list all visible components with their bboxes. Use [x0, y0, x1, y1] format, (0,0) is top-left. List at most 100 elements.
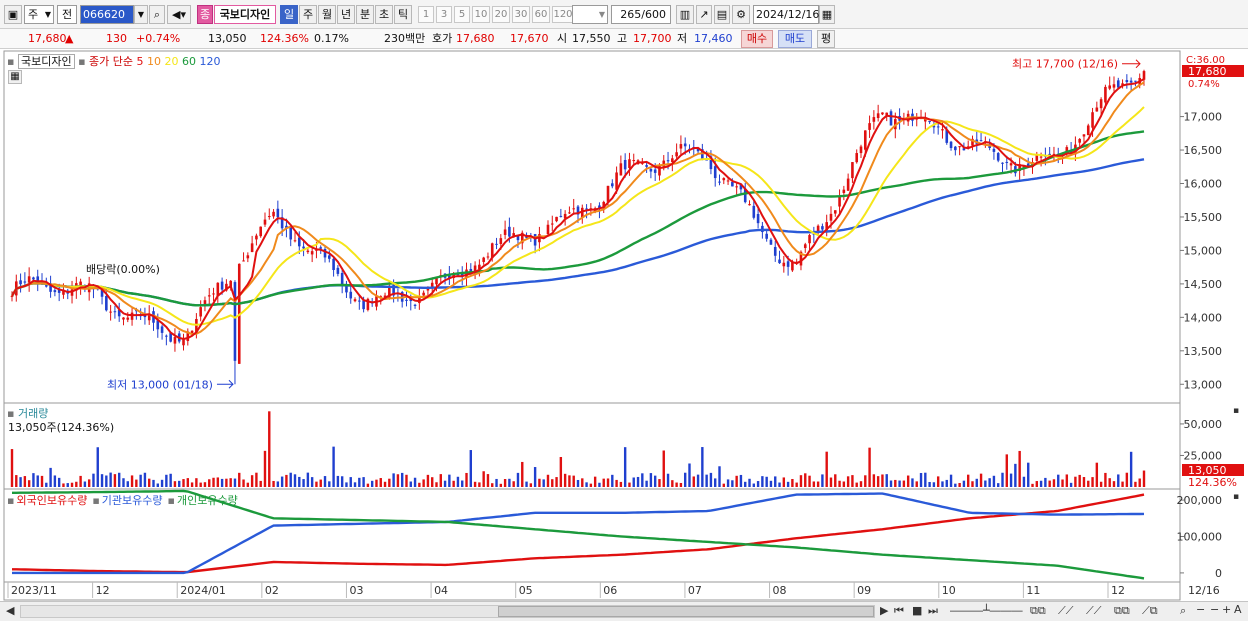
candle-body — [323, 248, 327, 258]
volume-bar — [778, 482, 781, 487]
auto-scale-icon[interactable]: A — [1234, 603, 1242, 616]
interval-button-30[interactable]: 30 — [512, 6, 530, 23]
volume-bar — [491, 483, 494, 487]
buy-button[interactable]: 매수 — [741, 30, 773, 48]
candle-body — [821, 226, 824, 230]
market-value: 주 — [28, 8, 39, 21]
volume-bar — [1039, 480, 1043, 487]
holdings-legend-0[interactable]: 외국인보유수량 — [16, 494, 88, 507]
zoom-out-icon[interactable]: − — [1196, 603, 1206, 616]
ma-legend-5[interactable]: 5 — [136, 55, 148, 68]
volume-bar — [538, 478, 541, 487]
interval-button-120[interactable]: 120 — [552, 6, 574, 23]
candle-body — [1065, 147, 1069, 154]
draw-line-icon[interactable]: ⟋⟋ — [1058, 604, 1074, 617]
compare-icon[interactable]: ⧉⧉ — [1114, 604, 1130, 617]
zoom-in-icon[interactable]: + — [1222, 603, 1232, 616]
tab-period-0[interactable]: 일 — [280, 5, 298, 24]
close-icon[interactable]: ▪ — [1233, 492, 1240, 502]
volume-bar — [765, 476, 768, 487]
calculator-icon[interactable]: ▦ — [8, 70, 22, 84]
tab-period-2[interactable]: 월 — [318, 5, 336, 24]
rewind-icon[interactable]: ⏮ — [894, 604, 904, 617]
scrollbar-thumb[interactable] — [498, 606, 874, 617]
volume-bar — [816, 481, 820, 487]
count-field[interactable]: 265/600 — [611, 5, 671, 24]
tab-period-3[interactable]: 년 — [337, 5, 355, 24]
chart-area[interactable]: 최고 17,700 (12/16) 최저 13,000 (01/18) 배당락(0.… — [0, 49, 1248, 601]
volume-title[interactable]: 거래량 — [17, 407, 49, 420]
code-dropdown-button[interactable]: ▼ — [134, 5, 148, 24]
interval-button-1[interactable]: 1 — [418, 6, 434, 23]
interval-button-10[interactable]: 10 — [472, 6, 490, 23]
interval-button-60[interactable]: 60 — [532, 6, 550, 23]
volume-bar — [340, 476, 344, 487]
code-input[interactable]: 066620 — [80, 5, 134, 24]
interval-button-5[interactable]: 5 — [454, 6, 470, 23]
volume-bar — [23, 476, 27, 487]
market-select[interactable]: 주 ▼ — [24, 5, 54, 24]
tab-period-6[interactable]: 틱 — [394, 5, 412, 24]
clear-draw-icon[interactable]: ⟋⟋ — [1086, 604, 1102, 617]
layout-split-icon[interactable]: ⧉⧉ — [1030, 604, 1046, 617]
forward-icon[interactable]: ⏭ — [928, 604, 938, 617]
link-icon[interactable]: ⟋⧉ — [1142, 604, 1158, 617]
eval-button[interactable]: 평 — [817, 30, 835, 48]
candle-body — [70, 289, 74, 296]
volume-bar — [581, 478, 584, 487]
volume-bar — [688, 463, 691, 487]
ma-legend-10[interactable]: 10 — [147, 55, 165, 68]
scroll-left-icon[interactable]: ◀ — [6, 604, 15, 617]
volume-bar — [45, 482, 48, 487]
gear-icon[interactable]: ⚙ — [732, 5, 750, 24]
ma-legend-20[interactable]: 20 — [164, 55, 183, 68]
save-icon[interactable]: ▤ — [714, 5, 730, 24]
holdings-legend-1[interactable]: 기관보유수량 — [101, 494, 163, 507]
volume-bar — [306, 472, 310, 487]
volume-bar — [641, 473, 644, 487]
interval-button-3[interactable]: 3 — [436, 6, 452, 23]
legend-stock-name[interactable]: 국보디자인 — [17, 54, 75, 69]
volume-bar — [508, 478, 511, 487]
mode-select[interactable]: 전 — [57, 5, 77, 24]
speaker-icon[interactable]: ◀▾ — [167, 5, 191, 24]
stop-icon[interactable]: ■ — [912, 604, 923, 617]
tab-period-1[interactable]: 주 — [299, 5, 317, 24]
sell-button[interactable]: 매도 — [778, 30, 812, 48]
ma-legend-120[interactable]: 120 — [199, 55, 221, 68]
zoom-slider[interactable]: ―――┴――― — [950, 604, 1023, 617]
candle-body — [1125, 80, 1129, 83]
stock-name[interactable]: 국보디자인 — [214, 5, 276, 24]
search-icon[interactable]: ⌕ — [149, 5, 165, 24]
volume-bar — [619, 481, 623, 487]
candle-body — [743, 188, 747, 203]
draw-tool-icon[interactable]: ↗ — [696, 5, 712, 24]
candle-body — [160, 326, 164, 333]
volume-bar — [568, 475, 571, 487]
search-icon[interactable]: ⌕ — [1180, 604, 1187, 617]
candle-body — [786, 261, 790, 267]
volume-bar — [323, 476, 327, 487]
tab-period-5[interactable]: 초 — [375, 5, 393, 24]
volume-bar — [954, 483, 957, 487]
volume-bar — [1095, 462, 1099, 487]
close-icon[interactable]: ▪ — [1233, 406, 1240, 416]
candle-body — [842, 189, 846, 193]
tab-period-4[interactable]: 분 — [356, 5, 374, 24]
scroll-right-icon[interactable]: ▶ — [880, 604, 889, 617]
volume-bar — [426, 474, 430, 487]
interval-button-20[interactable]: 20 — [492, 6, 510, 23]
candle-type-icon[interactable]: ▥ — [676, 5, 694, 24]
legend-ma-type[interactable]: 종가 단순 — [89, 55, 134, 68]
minus-icon[interactable]: − — [1210, 603, 1220, 616]
date-field[interactable]: 2024/12/16 — [753, 5, 819, 24]
interval-custom-select[interactable]: ▼ — [572, 5, 608, 24]
calendar-icon[interactable]: ▦ — [819, 5, 835, 24]
volume-bar — [512, 481, 515, 487]
layout-icon[interactable]: ▣ — [4, 5, 22, 24]
holdings-legend-2[interactable]: 개인보유수량 — [176, 494, 238, 507]
ma-legend-60[interactable]: 60 — [182, 55, 200, 68]
candle-body — [105, 296, 108, 311]
price-legend: ▪ 국보디자인 ▪ 종가 단순 5 10 20 60 120 — [7, 53, 221, 69]
quote-bar: 17,680 ▲ 130 +0.74% 13,050 124.36% 0.17%… — [0, 29, 1248, 49]
